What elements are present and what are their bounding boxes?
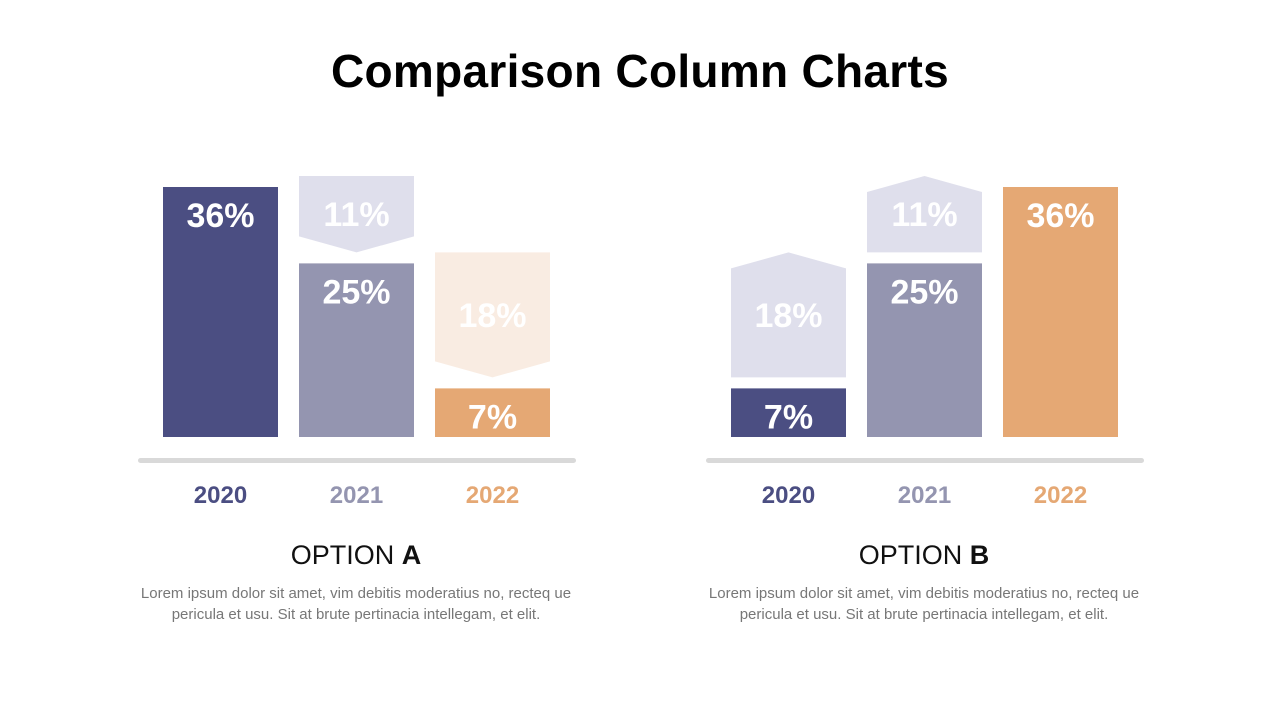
chart-a-2022-tick-label: 2022 <box>466 482 519 509</box>
option-a-description: Lorem ipsum dolor sit amet, vim debitis … <box>140 585 572 623</box>
chart-b-2022-bar <box>1003 187 1118 437</box>
chart-a-2021-value-label: 25% <box>322 273 390 311</box>
chart-b-2020-bar <box>731 388 846 437</box>
chart-b-2021-value-label: 25% <box>890 273 958 311</box>
chart-b-2020-tick-label: 2020 <box>762 482 815 509</box>
page-title: Comparison Column Charts <box>330 45 950 97</box>
option-b-letter: B <box>969 540 990 570</box>
option-b-prefix: OPTION <box>858 540 970 570</box>
option-b-description: Lorem ipsum dolor sit amet, vim debitis … <box>708 585 1140 623</box>
chart-b-2020-value-label: 7% <box>764 398 813 436</box>
option-a-letter: A <box>401 540 422 570</box>
chart-a-2022-remaining-shape <box>435 252 550 378</box>
chart-a-2021-bar <box>299 263 414 437</box>
option-a-prefix: OPTION <box>290 540 402 570</box>
chart-a-2020-value-label: 36% <box>186 197 254 235</box>
chart-b-2021-bar <box>867 263 982 437</box>
chart-b-2022-tick-label: 2022 <box>1034 482 1087 509</box>
chart-b-2020-remaining-shape <box>731 252 846 378</box>
chart-a-2021-tick-label: 2021 <box>330 482 383 509</box>
chart-a-baseline <box>138 458 576 463</box>
chart-a-2022-remaining-label: 18% <box>458 297 526 335</box>
chart-b-2021-remaining-label: 11% <box>891 196 957 234</box>
chart-a-2020-bar <box>163 187 278 437</box>
chart-b-2022-value-label: 36% <box>1026 197 1094 235</box>
chart-b-2021-tick-label: 2021 <box>898 482 951 509</box>
chart-b-baseline <box>706 458 1144 463</box>
chart-a-2020-tick-label: 2020 <box>194 482 247 509</box>
chart-a-2022-bar <box>435 388 550 437</box>
chart-a-2021-remaining-label: 11% <box>323 196 389 234</box>
chart-b-2020-remaining-label: 18% <box>754 297 822 335</box>
chart-a-2022-value-label: 7% <box>468 398 517 436</box>
option-b-heading: OPTION B <box>704 540 1144 571</box>
chart-a-2021-remaining-shape <box>299 176 414 253</box>
option-a-heading: OPTION A <box>136 540 576 571</box>
chart-b-2021-remaining-shape <box>867 176 982 253</box>
